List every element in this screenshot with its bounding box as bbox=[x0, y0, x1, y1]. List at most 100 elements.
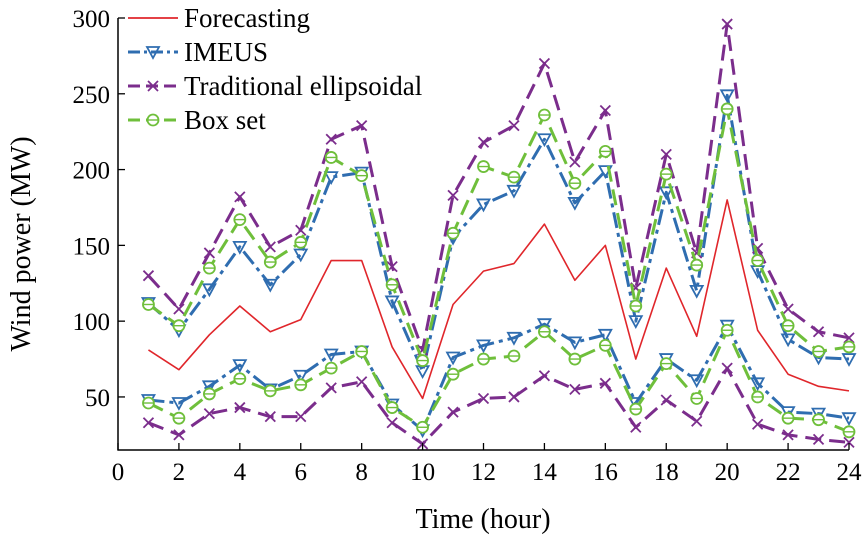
data-point bbox=[384, 295, 400, 310]
data-point bbox=[781, 319, 795, 333]
data-point bbox=[507, 170, 521, 184]
data-point bbox=[781, 411, 795, 425]
x-tick-label: 12 bbox=[471, 459, 496, 486]
legend-label: Forecasting bbox=[184, 3, 310, 33]
data-point bbox=[507, 349, 521, 363]
data-point bbox=[841, 353, 857, 367]
data-point bbox=[720, 102, 734, 116]
data-point bbox=[506, 331, 522, 346]
data-point bbox=[325, 133, 337, 145]
y-axis-label: Wind power (MW) bbox=[6, 136, 37, 351]
data-point bbox=[295, 411, 307, 423]
data-point bbox=[508, 119, 520, 132]
data-point bbox=[751, 242, 764, 255]
data-point bbox=[689, 284, 705, 299]
data-point bbox=[599, 377, 611, 389]
data-point bbox=[447, 406, 459, 418]
legend-marker bbox=[145, 46, 161, 60]
x-tick-label: 20 bbox=[715, 459, 740, 486]
data-point bbox=[172, 411, 186, 425]
data-point bbox=[720, 323, 734, 337]
series-line-traditional-ellipsoidal-upper bbox=[147, 22, 850, 352]
data-point bbox=[323, 348, 339, 363]
data-point bbox=[538, 57, 551, 70]
data-point bbox=[599, 104, 611, 117]
data-point bbox=[416, 420, 429, 434]
data-point bbox=[356, 119, 368, 132]
data-point bbox=[142, 270, 155, 282]
data-point bbox=[416, 354, 429, 367]
data-point bbox=[294, 235, 308, 249]
data-point bbox=[751, 254, 765, 267]
data-point bbox=[477, 392, 490, 405]
y-tick-label: 100 bbox=[73, 309, 111, 336]
data-point bbox=[293, 248, 309, 263]
legend-marker bbox=[146, 113, 160, 127]
data-point bbox=[812, 326, 825, 338]
data-point bbox=[324, 151, 338, 164]
data-point bbox=[447, 189, 459, 201]
data-point bbox=[598, 339, 612, 352]
data-point bbox=[538, 108, 551, 122]
data-point bbox=[142, 417, 155, 429]
data-point bbox=[782, 429, 794, 441]
data-point bbox=[629, 299, 643, 313]
y-tick-label: 250 bbox=[73, 82, 111, 109]
data-point bbox=[234, 401, 246, 414]
data-point bbox=[569, 156, 581, 168]
data-point bbox=[568, 176, 582, 190]
y-tick-label: 300 bbox=[73, 6, 111, 33]
series-layer bbox=[140, 18, 857, 450]
data-point bbox=[843, 332, 855, 344]
legend-item-imeus: IMEUS bbox=[128, 37, 268, 67]
data-point bbox=[202, 261, 216, 275]
data-point bbox=[355, 345, 369, 358]
x-tick-label: 24 bbox=[837, 459, 863, 486]
data-point bbox=[325, 382, 337, 394]
x-tick-label: 18 bbox=[654, 459, 679, 486]
data-point bbox=[385, 401, 399, 414]
data-point bbox=[721, 362, 733, 374]
data-point bbox=[538, 325, 551, 339]
legend: Forecasting IMEUS Traditional ellipsoidal B… bbox=[128, 3, 422, 135]
data-point bbox=[508, 391, 520, 403]
data-point bbox=[234, 191, 246, 203]
data-point bbox=[690, 392, 704, 405]
data-point bbox=[719, 89, 735, 104]
data-point bbox=[446, 367, 460, 381]
data-point bbox=[812, 413, 825, 427]
data-point bbox=[477, 352, 490, 366]
data-point bbox=[232, 359, 248, 373]
data-point bbox=[233, 213, 247, 227]
data-point bbox=[842, 340, 856, 354]
data-point bbox=[173, 429, 185, 441]
data-point bbox=[506, 184, 522, 199]
series-imeus bbox=[140, 89, 857, 439]
x-tick-label: 0 bbox=[112, 459, 125, 486]
data-point bbox=[356, 376, 368, 388]
data-point bbox=[264, 241, 276, 253]
data-point bbox=[842, 425, 856, 439]
data-point bbox=[628, 315, 644, 330]
x-tick-label: 8 bbox=[355, 459, 368, 486]
data-point bbox=[172, 319, 186, 333]
data-point bbox=[477, 136, 490, 148]
x-tick-label: 14 bbox=[532, 459, 558, 486]
data-point bbox=[385, 278, 399, 292]
data-point bbox=[324, 361, 338, 375]
data-point bbox=[812, 345, 825, 358]
data-point bbox=[201, 380, 217, 395]
data-point bbox=[721, 18, 733, 30]
data-point bbox=[536, 318, 552, 333]
x-tick-label: 6 bbox=[295, 459, 308, 486]
series-line-box-set-lower bbox=[147, 328, 850, 434]
data-point bbox=[689, 374, 705, 389]
data-point bbox=[751, 418, 764, 430]
series-forecasting bbox=[148, 199, 850, 400]
data-point bbox=[659, 167, 673, 181]
data-point bbox=[690, 258, 704, 272]
data-point bbox=[445, 351, 461, 366]
series-line-forecasting-upper bbox=[148, 199, 850, 400]
data-point bbox=[536, 133, 552, 148]
